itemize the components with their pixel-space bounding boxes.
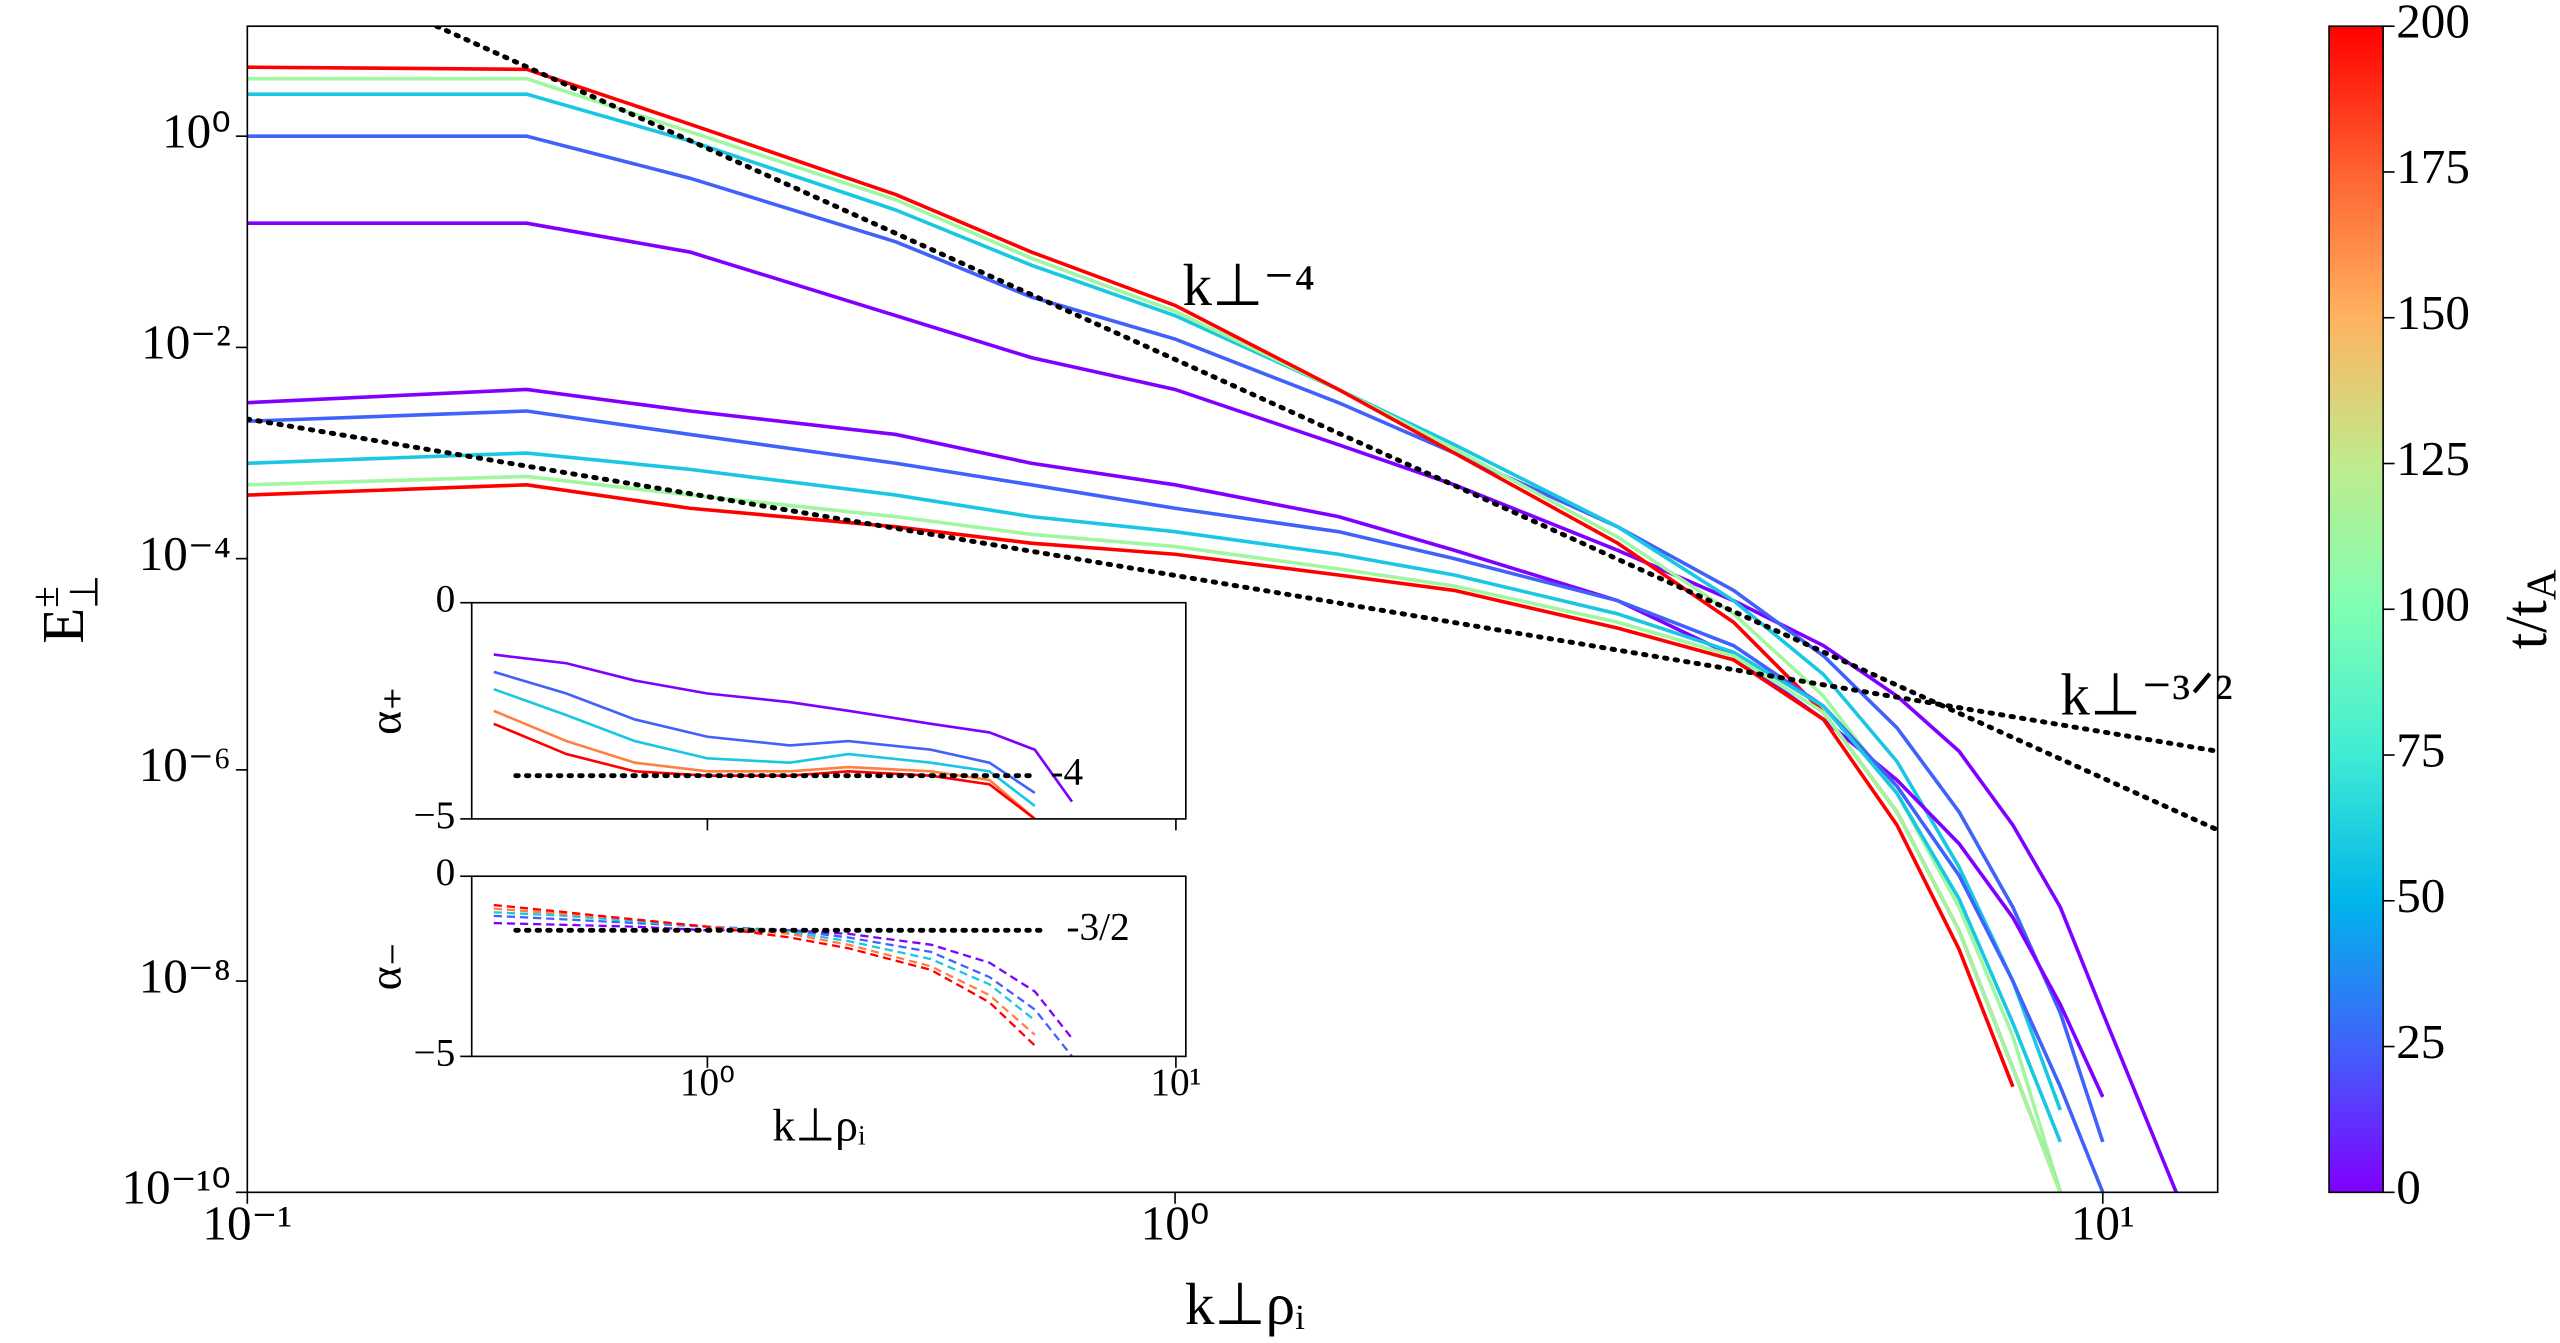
colorbar-tick-label: 100 [2396, 577, 2470, 632]
reference-label: k⊥⁻³ᐟ² [2060, 662, 2232, 728]
reference-line [247, 416, 2218, 754]
colorbar-tick-label: 75 [2396, 722, 2445, 777]
reference-label: k⊥⁻⁴ [1183, 252, 1316, 318]
colorbar-label-sub: A [2518, 569, 2560, 600]
x-axis-label: k⊥ρᵢ [1185, 1271, 1305, 1337]
y-tick-label: 0 [436, 577, 456, 621]
plot-area [493, 653, 1074, 819]
y-tick-label: 10⁻² [141, 315, 231, 370]
series-line [493, 653, 1074, 803]
y-label-sup: ± [23, 586, 67, 608]
y-tick-label: 10⁰ [162, 103, 231, 158]
series-line [247, 451, 2063, 1143]
colorbar: 0 25 50 75 100 125 150 175 200 t/tA [2328, 0, 2560, 1215]
colorbar-tick-label: 25 [2396, 1014, 2445, 1069]
x-axis-label: k⊥ρᵢ [772, 1100, 866, 1151]
series-line [247, 92, 2063, 1111]
series-line [247, 76, 2063, 1193]
y-tick-label: 10⁻⁶ [139, 737, 231, 792]
series-line [247, 134, 2105, 1143]
plot-area [247, 26, 2218, 1193]
colorbar-tick-label: 125 [2396, 431, 2470, 486]
y-tick-label: 10⁻¹⁰ [121, 1160, 230, 1215]
y-label-base: E [29, 608, 95, 644]
series-line [493, 709, 1036, 819]
colorbar-tick-label: 200 [2396, 0, 2470, 48]
y-axis-label: α₋ [359, 942, 410, 990]
inset-bottom: -3/2 10⁰ 10¹ 0 −5 k⊥ρᵢ α₋ [359, 850, 1201, 1150]
colorbar-scale [2328, 25, 2384, 1194]
y-tick-label: −5 [414, 793, 456, 837]
axes-frame [470, 601, 1187, 820]
plot-area [493, 903, 1073, 1057]
y-label-sub: ⊥ [62, 575, 106, 609]
y-axis-label: E±⊥ [23, 575, 106, 644]
y-tick-label: 0 [436, 850, 456, 894]
inset-background [471, 876, 1186, 1057]
colorbar-tick-label: 175 [2396, 139, 2470, 194]
x-tick-label: 10¹ [2071, 1196, 2135, 1251]
x-tick-label: 10¹ [1150, 1060, 1201, 1104]
series-line [493, 903, 1036, 1047]
main-panel: k⊥⁻⁴ k⊥⁻³ᐟ² 10⁻¹ 10⁰ 10¹ 10⁰ 10⁻² 10⁻⁴ 10⁻⁶ 10⁻⁸ 1… [23, 25, 2233, 1337]
y-tick-label: 10⁻⁴ [139, 526, 231, 581]
series-line [247, 483, 2015, 1088]
inset-background [471, 602, 1186, 819]
series-line [493, 914, 1073, 1057]
series-line [247, 221, 2178, 1193]
y-tick-label: 10⁻⁸ [139, 948, 231, 1003]
inset-top: -4 0 −5 α₊ [359, 577, 1187, 837]
reference-line [434, 26, 2218, 833]
colorbar-label: t/tA [2493, 569, 2560, 649]
x-tick-label: 10⁰ [680, 1060, 735, 1104]
series-line [493, 911, 1036, 1022]
series-line [493, 722, 1036, 819]
colorbar-label-main: t/t [2493, 599, 2559, 649]
series-line [493, 687, 1036, 807]
y-axis-label: α₊ [359, 687, 410, 735]
series-line [247, 474, 2063, 1193]
x-tick-label: 10⁰ [1141, 1196, 1210, 1251]
colorbar-tick-label: 50 [2396, 868, 2445, 923]
reference-label: -4 [1050, 750, 1083, 794]
colorbar-tick-label: 0 [2396, 1160, 2421, 1215]
y-tick-label: −5 [414, 1030, 456, 1074]
axes-frame [246, 25, 2219, 1194]
colorbar-tick-label: 150 [2396, 285, 2470, 340]
series-line [493, 921, 1073, 1040]
series-line [247, 387, 2105, 1098]
reference-label: -3/2 [1066, 904, 1129, 948]
x-tick-label: 10⁻¹ [202, 1196, 292, 1251]
series-line [247, 409, 2105, 1193]
series-line [493, 907, 1036, 1036]
axes-frame [470, 875, 1187, 1058]
series-line [493, 670, 1036, 795]
